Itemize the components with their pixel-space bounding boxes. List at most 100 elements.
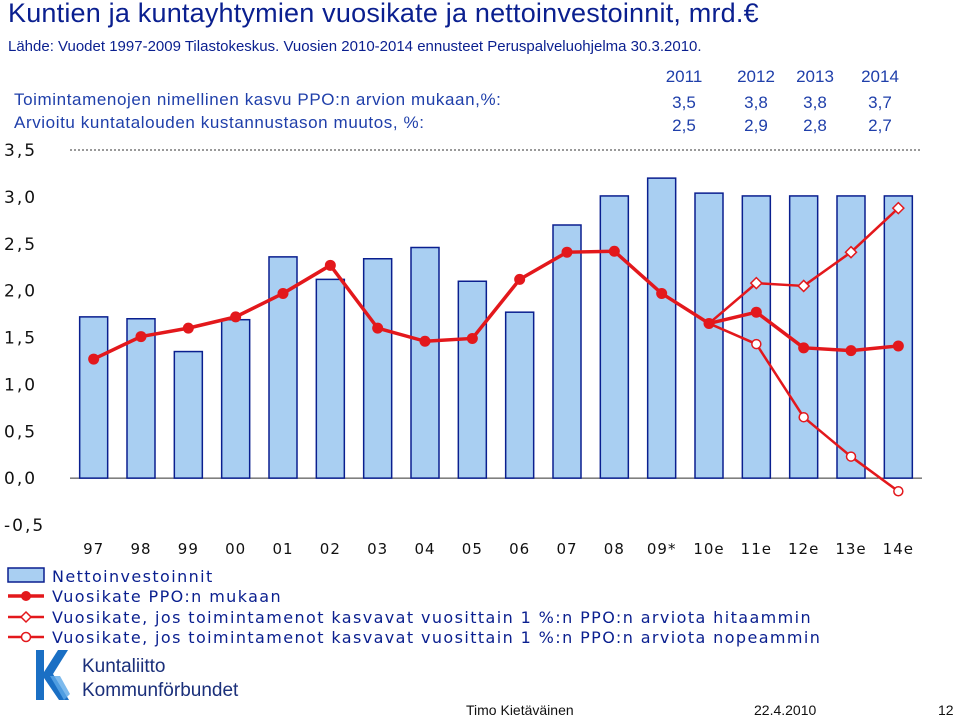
point-hitaammin bbox=[844, 245, 858, 259]
bar-nettoinvestoinnit bbox=[788, 195, 819, 479]
y-tick-label: -0,5 bbox=[4, 516, 45, 536]
y-tick-label: 0,5 bbox=[4, 422, 37, 442]
bar-nettoinvestoinnit bbox=[504, 311, 535, 479]
legend-marker bbox=[19, 610, 33, 624]
point-nopeammin bbox=[798, 411, 809, 423]
point-vuosikate bbox=[135, 331, 147, 343]
point-vuosikate bbox=[514, 273, 526, 285]
point-hitaammin bbox=[891, 201, 905, 215]
point-nopeammin bbox=[751, 338, 762, 350]
legend-label: Vuosikate, jos toimintamenot kasvavat vu… bbox=[52, 628, 821, 647]
info-value: 2,8 bbox=[803, 116, 827, 135]
x-tick-label: 00 bbox=[225, 540, 246, 558]
bar-nettoinvestoinnit bbox=[410, 246, 440, 479]
bar-nettoinvestoinnit bbox=[741, 195, 772, 479]
x-tick-label: 04 bbox=[414, 540, 435, 558]
x-tick-label: 02 bbox=[320, 540, 341, 558]
y-tick-label: 2,5 bbox=[4, 235, 37, 255]
legend-label: Vuosikate PPO:n mukaan bbox=[52, 587, 282, 606]
info-row-label-growth: Toimintamenojen nimellinen kasvu PPO:n a… bbox=[14, 90, 502, 109]
info-year: 2014 bbox=[861, 67, 899, 86]
bar-nettoinvestoinnit bbox=[552, 224, 582, 479]
point-vuosikate bbox=[656, 287, 668, 299]
bar-nettoinvestoinnit bbox=[220, 318, 251, 479]
x-tick-label: 97 bbox=[83, 540, 104, 558]
x-tick-label: 12e bbox=[788, 540, 819, 558]
legend-swatch-bar bbox=[7, 567, 45, 583]
bar-nettoinvestoinnit bbox=[883, 195, 914, 479]
footer-page-number: 12 bbox=[938, 702, 954, 718]
source-note: Lähde: Vuodet 1997-2009 Tilastokeskus. V… bbox=[8, 38, 702, 55]
legend-marker bbox=[21, 591, 31, 601]
bar-nettoinvestoinnit bbox=[315, 278, 346, 479]
footer-author: Timo Kietäväinen bbox=[466, 702, 574, 718]
point-vuosikate bbox=[561, 246, 573, 258]
series-line bbox=[92, 249, 899, 361]
y-tick-label: 3,5 bbox=[4, 141, 37, 161]
point-hitaammin bbox=[797, 279, 811, 293]
point-vuosikate bbox=[892, 340, 904, 352]
bar-nettoinvestoinnit bbox=[78, 316, 109, 479]
point-vuosikate bbox=[324, 259, 336, 271]
info-year: 2011 bbox=[665, 67, 703, 86]
bar-nettoinvestoinnit bbox=[173, 350, 204, 479]
info-value: 3,5 bbox=[672, 93, 696, 112]
point-vuosikate bbox=[88, 353, 100, 365]
bar-nettoinvestoinnit bbox=[646, 177, 677, 479]
bar-nettoinvestoinnit bbox=[457, 280, 488, 479]
page-title: Kuntien ja kuntayhtymien vuosikate ja ne… bbox=[8, 0, 759, 28]
info-value: 3,7 bbox=[868, 93, 892, 112]
info-value: 2,5 bbox=[672, 116, 696, 135]
point-vuosikate bbox=[845, 345, 857, 357]
point-vuosikate bbox=[703, 317, 715, 329]
point-vuosikate bbox=[182, 322, 194, 334]
info-value: 3,8 bbox=[803, 93, 827, 112]
x-tick-label: 09* bbox=[647, 540, 677, 558]
point-hitaammin bbox=[749, 276, 763, 290]
bar-nettoinvestoinnit bbox=[599, 195, 630, 479]
point-nopeammin bbox=[893, 486, 904, 497]
x-tick-label: 08 bbox=[604, 540, 625, 558]
x-tick-label: 03 bbox=[367, 540, 388, 558]
point-vuosikate bbox=[466, 332, 478, 344]
logo-line1: Kuntaliitto bbox=[82, 656, 165, 677]
bar-nettoinvestoinnit bbox=[836, 195, 866, 479]
point-vuosikate bbox=[608, 245, 620, 257]
bar-nettoinvestoinnit bbox=[126, 318, 156, 479]
y-tick-label: 1,5 bbox=[4, 329, 37, 349]
x-tick-label: 01 bbox=[272, 540, 293, 558]
x-tick-label: 05 bbox=[462, 540, 483, 558]
logo-line2: Kommunförbundet bbox=[82, 680, 239, 701]
footer-date: 22.4.2010 bbox=[754, 702, 817, 718]
point-vuosikate bbox=[750, 306, 762, 318]
info-value: 2,9 bbox=[744, 116, 768, 135]
y-tick-label: 3,0 bbox=[4, 188, 37, 208]
x-tick-label: 14e bbox=[883, 540, 914, 558]
x-tick-label: 13e bbox=[835, 540, 866, 558]
legend-marker bbox=[20, 631, 32, 643]
bar-nettoinvestoinnit bbox=[694, 192, 724, 479]
info-value: 2,7 bbox=[868, 116, 892, 135]
info-value: 3,8 bbox=[744, 93, 768, 112]
x-tick-label: 06 bbox=[509, 540, 530, 558]
y-tick-label: 1,0 bbox=[4, 375, 37, 395]
x-tick-label: 98 bbox=[130, 540, 151, 558]
info-year: 2013 bbox=[796, 67, 834, 86]
x-tick-label: 11e bbox=[741, 540, 772, 558]
legend-label: Vuosikate, jos toimintamenot kasvavat vu… bbox=[52, 608, 812, 627]
info-year: 2012 bbox=[737, 67, 775, 86]
y-tick-label: 0,0 bbox=[4, 469, 37, 489]
x-tick-label: 99 bbox=[178, 540, 199, 558]
y-tick-label: 2,0 bbox=[4, 282, 37, 302]
point-vuosikate bbox=[372, 322, 384, 334]
legend-label: Nettoinvestoinnit bbox=[52, 567, 214, 586]
point-nopeammin bbox=[845, 451, 857, 462]
point-vuosikate bbox=[230, 311, 242, 323]
point-vuosikate bbox=[419, 335, 431, 347]
info-row-label-cost: Arvioitu kuntatalouden kustannustason mu… bbox=[14, 113, 425, 132]
point-vuosikate bbox=[277, 287, 289, 299]
bar-nettoinvestoinnit bbox=[362, 258, 393, 479]
point-vuosikate bbox=[798, 342, 810, 354]
x-tick-label: 07 bbox=[556, 540, 577, 558]
